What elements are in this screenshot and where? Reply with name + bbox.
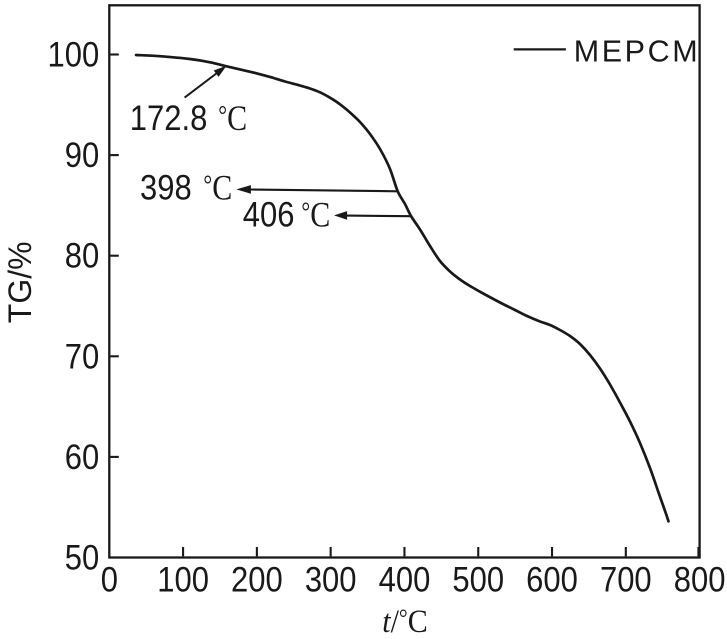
svg-text:50: 50	[65, 539, 99, 578]
svg-text:600: 600	[526, 561, 578, 600]
svg-text:70: 70	[65, 338, 99, 377]
svg-text:172.8: 172.8	[130, 99, 208, 138]
svg-text:°C: °C	[218, 98, 247, 138]
svg-text:300: 300	[305, 561, 357, 600]
svg-text:0: 0	[101, 561, 118, 600]
svg-text:100: 100	[47, 36, 99, 75]
svg-text:200: 200	[231, 561, 283, 600]
svg-text:100: 100	[157, 561, 209, 600]
svg-text:406: 406	[243, 196, 295, 235]
svg-text:398: 398	[140, 169, 192, 208]
svg-text:500: 500	[452, 561, 504, 600]
svg-text:TG/%: TG/%	[2, 241, 38, 323]
svg-text:MEPCM: MEPCM	[574, 34, 701, 68]
svg-text:90: 90	[65, 136, 99, 175]
svg-text:700: 700	[600, 561, 652, 600]
svg-text:80: 80	[65, 237, 99, 276]
svg-text:400: 400	[379, 561, 431, 600]
svg-text:°C: °C	[301, 195, 330, 235]
svg-text:800: 800	[674, 561, 726, 600]
svg-text:°C: °C	[203, 168, 232, 208]
svg-text:t/°C: t/°C	[382, 603, 427, 639]
svg-text:60: 60	[65, 438, 99, 477]
